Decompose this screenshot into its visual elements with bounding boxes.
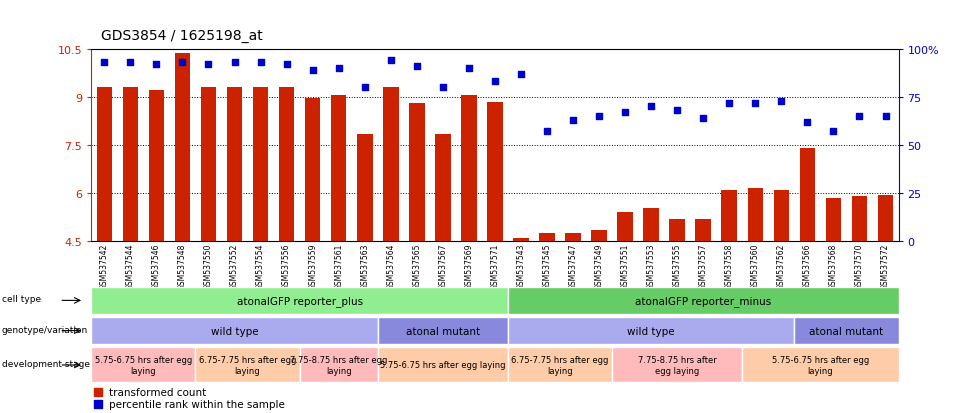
Text: 6.75-7.75 hrs after egg
laying: 6.75-7.75 hrs after egg laying xyxy=(511,356,608,375)
Point xyxy=(90,401,106,408)
Text: wild type: wild type xyxy=(628,326,675,336)
Bar xyxy=(96,88,112,242)
Bar xyxy=(409,104,425,242)
Bar xyxy=(91,348,195,382)
Point xyxy=(149,62,164,68)
Bar xyxy=(305,99,320,242)
Point xyxy=(97,60,112,66)
Bar xyxy=(591,230,607,242)
Point xyxy=(123,60,138,66)
Bar xyxy=(357,134,373,242)
Point xyxy=(513,71,529,78)
Text: GDS3854 / 1625198_at: GDS3854 / 1625198_at xyxy=(101,29,262,43)
Point xyxy=(748,100,763,107)
Text: atonal mutant: atonal mutant xyxy=(809,326,883,336)
Point xyxy=(670,108,685,114)
Point xyxy=(201,62,216,68)
Bar xyxy=(851,197,867,242)
Bar xyxy=(508,317,795,344)
Bar xyxy=(435,134,451,242)
Point xyxy=(722,100,737,107)
Bar xyxy=(825,198,841,242)
Text: 7.75-8.75 hrs after egg
laying: 7.75-8.75 hrs after egg laying xyxy=(290,356,387,375)
Bar xyxy=(378,317,508,344)
Point xyxy=(774,98,789,105)
Point xyxy=(565,117,580,124)
Bar xyxy=(800,149,815,242)
Point xyxy=(877,114,893,120)
Bar xyxy=(877,195,894,242)
Bar xyxy=(331,96,347,242)
Point xyxy=(253,60,268,66)
Point xyxy=(357,85,373,91)
Bar xyxy=(461,96,477,242)
Bar xyxy=(123,88,138,242)
Text: transformed count: transformed count xyxy=(109,387,206,397)
Point xyxy=(409,64,425,70)
Point xyxy=(331,66,346,72)
Point xyxy=(279,62,294,68)
Bar xyxy=(612,348,742,382)
Point xyxy=(851,114,867,120)
Bar xyxy=(487,102,503,242)
Point xyxy=(175,60,190,66)
Text: 7.75-8.75 hrs after
egg laying: 7.75-8.75 hrs after egg laying xyxy=(638,356,717,375)
Point xyxy=(90,389,106,396)
Bar xyxy=(617,213,633,242)
Bar xyxy=(149,91,164,242)
Bar xyxy=(300,348,378,382)
Bar xyxy=(279,88,294,242)
Bar xyxy=(201,88,216,242)
Text: 6.75-7.75 hrs after egg
laying: 6.75-7.75 hrs after egg laying xyxy=(199,356,296,375)
Point xyxy=(617,109,632,116)
Bar xyxy=(91,287,508,314)
Point xyxy=(305,67,320,74)
Bar xyxy=(508,287,899,314)
Bar xyxy=(227,88,242,242)
Bar xyxy=(378,348,508,382)
Point xyxy=(487,79,503,85)
Point xyxy=(435,85,451,91)
Bar xyxy=(195,348,300,382)
Bar xyxy=(175,55,190,242)
Point xyxy=(383,58,399,64)
Point xyxy=(825,129,841,135)
Bar xyxy=(748,189,763,242)
Point xyxy=(591,114,606,120)
Bar xyxy=(508,348,612,382)
Text: wild type: wild type xyxy=(210,326,259,336)
Point xyxy=(800,119,815,126)
Bar xyxy=(722,190,737,242)
Bar xyxy=(513,238,529,242)
Bar xyxy=(670,219,685,242)
Bar xyxy=(696,219,711,242)
Bar xyxy=(565,234,580,242)
Text: genotype/variation: genotype/variation xyxy=(2,325,88,334)
Point xyxy=(461,66,477,72)
Text: atonalGFP reporter_minus: atonalGFP reporter_minus xyxy=(635,295,772,306)
Text: atonal mutant: atonal mutant xyxy=(406,326,480,336)
Text: 5.75-6.75 hrs after egg laying: 5.75-6.75 hrs after egg laying xyxy=(381,361,505,370)
Bar xyxy=(774,190,789,242)
Point xyxy=(539,129,554,135)
Text: cell type: cell type xyxy=(2,295,41,304)
Point xyxy=(227,60,242,66)
Text: 5.75-6.75 hrs after egg
laying: 5.75-6.75 hrs after egg laying xyxy=(95,356,192,375)
Bar xyxy=(742,348,899,382)
Text: development stage: development stage xyxy=(2,359,89,368)
Bar xyxy=(795,317,899,344)
Text: atonalGFP reporter_plus: atonalGFP reporter_plus xyxy=(236,295,362,306)
Text: 5.75-6.75 hrs after egg
laying: 5.75-6.75 hrs after egg laying xyxy=(772,356,869,375)
Bar xyxy=(253,88,268,242)
Text: percentile rank within the sample: percentile rank within the sample xyxy=(109,399,284,409)
Bar xyxy=(91,317,378,344)
Bar xyxy=(539,234,554,242)
Bar xyxy=(382,88,399,242)
Bar xyxy=(643,208,659,242)
Point xyxy=(644,104,659,111)
Point xyxy=(696,115,711,122)
